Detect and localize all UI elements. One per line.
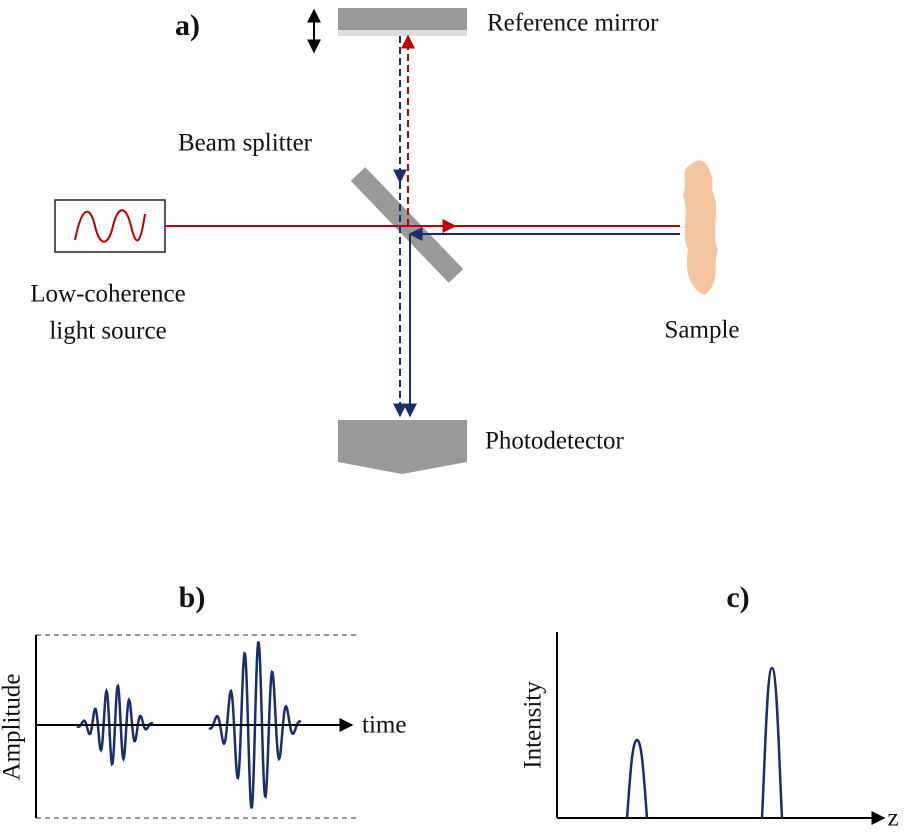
detector-label: Photodetector	[485, 428, 625, 455]
reference-mirror	[338, 8, 467, 30]
sample-label: Sample	[665, 317, 740, 344]
y-axis-label: Intensity	[520, 681, 547, 769]
source-wave	[74, 209, 146, 243]
panel-label: b)	[179, 581, 206, 614]
panel-label: a)	[175, 9, 200, 42]
x-axis-label: z	[887, 805, 898, 832]
peak	[625, 738, 649, 819]
panel-label: c)	[726, 581, 749, 614]
peak	[760, 666, 784, 819]
y-axis-label: Amplitude	[0, 674, 26, 781]
photodetector	[338, 420, 467, 474]
mirror-label: Reference mirror	[487, 10, 659, 37]
x-axis-label: time	[362, 712, 406, 739]
mirror-edge	[338, 30, 467, 36]
light-source	[54, 199, 166, 253]
source-label: light source	[49, 318, 166, 345]
source-label: Low-coherence	[30, 281, 185, 308]
splitter-label: Beam splitter	[178, 130, 313, 157]
sample	[683, 160, 718, 295]
